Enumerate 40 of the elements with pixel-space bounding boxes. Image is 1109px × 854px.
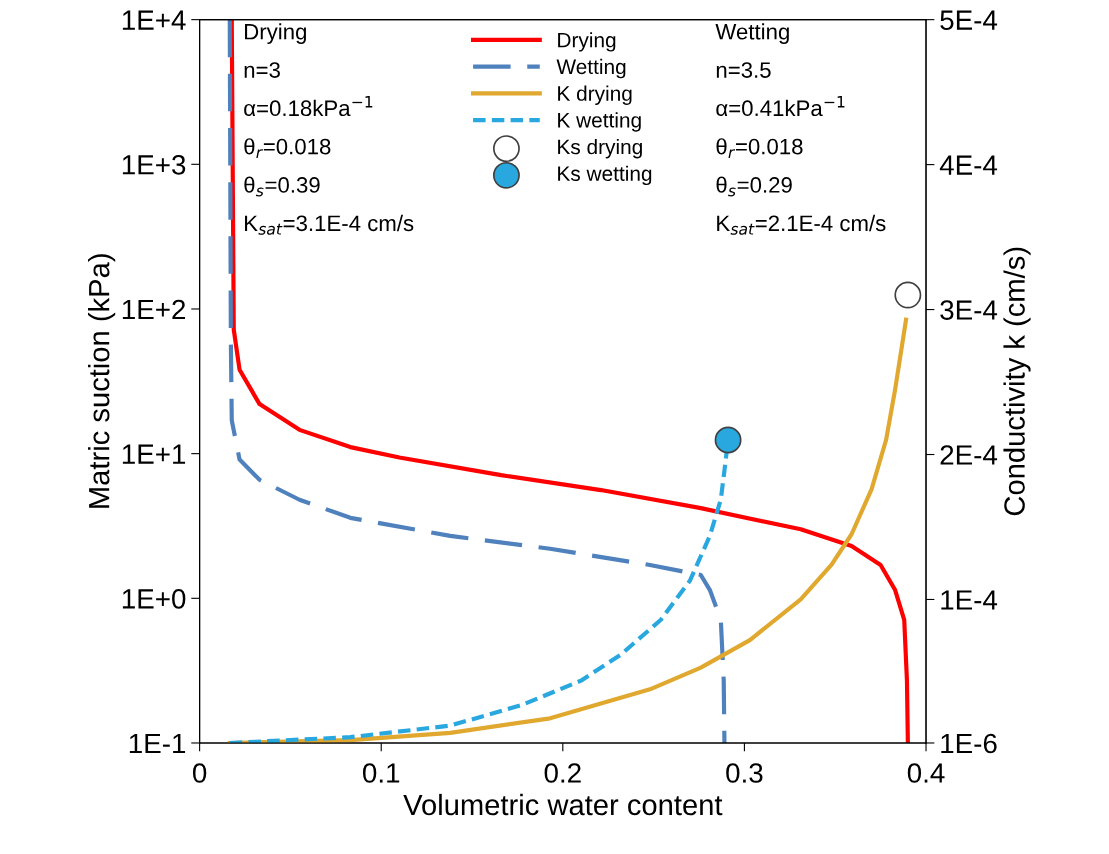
y-tick-label: 1E+0 [122, 588, 186, 609]
annotation: θ$_{s}$=0.29 [716, 176, 792, 197]
annotation: n=3 [244, 62, 280, 78]
x-tick-label: 0.1 [363, 763, 400, 783]
legend-label: Ks drying [558, 138, 642, 159]
x-tick-label: 0.4 [907, 763, 945, 783]
y-tick-label: 1E+1 [122, 444, 186, 464]
legend-label: Wetting [556, 58, 626, 79]
y2-tick-label: 2E-4 [940, 445, 998, 465]
y2-tick-label: 5E-4 [940, 10, 998, 30]
line-series [227, 317, 909, 743]
legend-label: K drying [558, 85, 632, 105]
annotation: θ$_{s}$=0.39 [244, 176, 320, 197]
legend-label: K wetting [558, 112, 641, 132]
annotation: Wetting [715, 23, 789, 44]
y2-axis-title: Conductivity k (cm/s) [1003, 247, 1031, 516]
annotation: n=3.5 [716, 62, 771, 78]
legend-label: Drying [558, 32, 616, 52]
y-tick-label: 1E+2 [122, 299, 186, 320]
y-tick-label: 1E+3 [122, 154, 186, 175]
x-tick-label: 0.2 [544, 763, 581, 783]
annotation: θ$_{r}$=0.018 [716, 138, 803, 158]
y2-tick-label: 3E-4 [940, 300, 998, 320]
y-tick-label: 1E+4 [122, 10, 186, 30]
annotation: K$_{sat}$=2.1E-4 cm/s [717, 214, 886, 235]
x-tick-label: 0 [192, 763, 207, 783]
annotation: K$_{sat}$=3.1E-4 cm/s [245, 214, 414, 235]
y2-tick-label: 4E-4 [939, 155, 998, 175]
legend-label: Ks wetting [558, 165, 652, 186]
y-axis-title: Matric suction (kPa) [88, 254, 116, 508]
y2-tick-label: 1E-4 [941, 590, 998, 610]
x-tick-label: 0.3 [726, 763, 763, 783]
annotation: θ$_{r}$=0.018 [244, 138, 331, 158]
y-tick-label: 1E-1 [129, 733, 186, 754]
annotation: α=0.41kPa$^{−1}$ [716, 96, 845, 117]
annotation: α=0.18kPa$^{−1}$ [244, 96, 373, 117]
y2-tick-label: 1E-6 [941, 733, 997, 754]
x-axis-title: Volumetric water content [403, 793, 723, 816]
line-series [229, 19, 910, 743]
annotation: Drying [245, 23, 306, 44]
